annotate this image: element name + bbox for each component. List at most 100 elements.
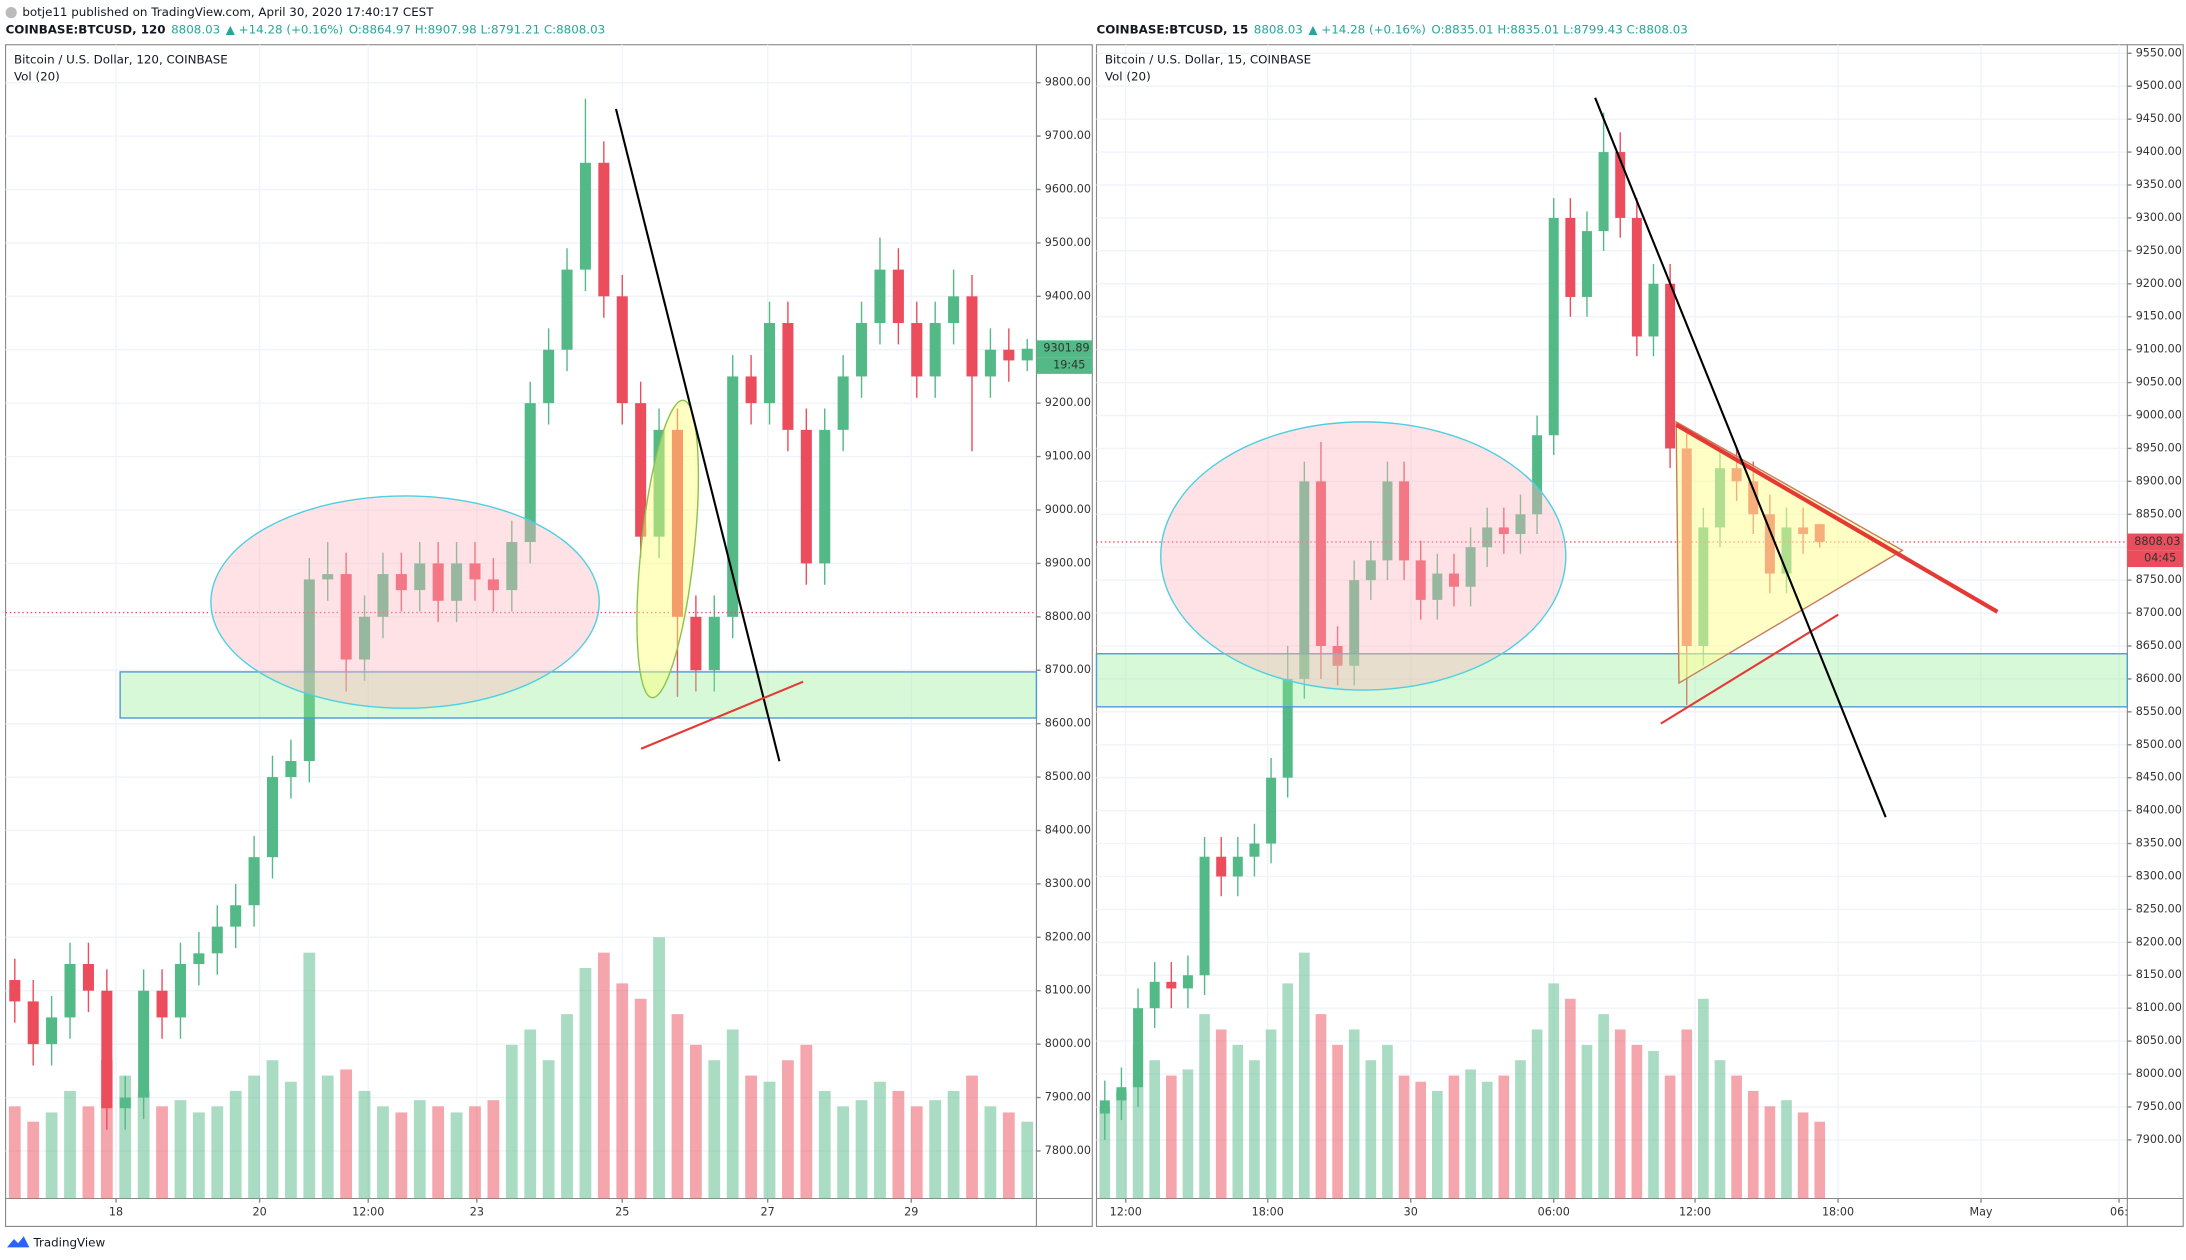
candle-body <box>248 857 260 906</box>
volume-bar <box>671 1014 684 1199</box>
volume-bar <box>1398 1075 1410 1199</box>
y-tick-label: 9000.00 <box>1045 503 1091 516</box>
volume-bar <box>1348 1029 1360 1199</box>
volume-bar <box>1265 1029 1277 1199</box>
y-tick-label: 8400.00 <box>2136 804 2182 817</box>
price-tag <box>2127 533 2184 551</box>
y-tick-label: 8100.00 <box>2136 1001 2182 1014</box>
candle-body <box>1182 975 1193 989</box>
symbol-header: COINBASE:BTCUSD, 15 8808.03 ▲ +14.28 (+0.1… <box>1096 22 1687 36</box>
y-tick-label: 9450.00 <box>2136 112 2182 125</box>
y-tick-label: 9000.00 <box>2136 408 2182 421</box>
y-tick-label: 8500.00 <box>1045 770 1091 783</box>
volume-bar <box>1481 1081 1493 1199</box>
candle-body <box>266 777 279 858</box>
volume-bar <box>1515 1060 1526 1199</box>
volume-bar <box>966 1075 978 1199</box>
price-tag-label: 8808.03 <box>2134 535 2180 548</box>
volume-bar <box>266 1060 279 1199</box>
volume-bar <box>1165 1075 1177 1199</box>
volume-bar <box>1598 1014 1609 1199</box>
avatar <box>5 7 17 19</box>
candle-body <box>635 403 647 537</box>
volume-bar <box>1432 1090 1443 1199</box>
volume-bar <box>653 937 665 1199</box>
y-tick-label: 8350.00 <box>2136 837 2182 850</box>
volume-bar <box>616 983 629 1199</box>
y-tick-label: 8400.00 <box>1045 823 1091 836</box>
y-tick-label: 8000.00 <box>2136 1067 2182 1080</box>
y-tick-label: 9050.00 <box>2136 376 2182 389</box>
candle-body <box>1432 573 1443 600</box>
x-tick-label: 29 <box>904 1205 918 1218</box>
volume-bar <box>1731 1075 1742 1199</box>
volume-bar <box>874 1081 886 1199</box>
candle-body <box>616 296 628 404</box>
volume-bar <box>1182 1069 1194 1199</box>
candle-body <box>230 905 242 927</box>
volume-bar <box>561 1014 573 1199</box>
candle-body <box>193 953 205 965</box>
header-item: ▲ +14.28 (+0.16%) <box>226 22 343 36</box>
volume-bar <box>1531 1029 1543 1199</box>
candle-body <box>819 429 831 564</box>
volume-bar <box>800 1044 813 1199</box>
volume-bar <box>855 1100 868 1199</box>
volume-bar <box>1764 1106 1776 1199</box>
symbol-header: COINBASE:BTCUSD, 120 8808.03 ▲ +14.28 (+0.… <box>6 22 606 36</box>
trend-line <box>1660 613 1839 725</box>
volume-bar <box>1099 1106 1111 1199</box>
trend-line <box>614 108 781 762</box>
volume-bar <box>634 998 647 1199</box>
candle-body <box>745 376 757 404</box>
volume-bar <box>8 1106 21 1199</box>
volume-bar <box>413 1100 426 1199</box>
candle-body <box>800 429 812 564</box>
candle-body <box>1332 645 1343 666</box>
candle-body <box>1382 481 1393 561</box>
candle-body <box>653 429 665 537</box>
candle-body <box>1199 856 1210 976</box>
candle-body <box>948 296 960 324</box>
trend-line <box>1675 422 1999 614</box>
chart-panel: 7900.00 7950.00 8000.00 8050.00 8100.00 8150.… <box>1095 22 2184 1227</box>
y-tick-label: 8800.00 <box>1045 610 1091 623</box>
chart-title: Bitcoin / U.S. Dollar, 15, COINBASE <box>1105 53 1311 67</box>
volume-bar <box>1698 998 1709 1199</box>
volume-bar <box>524 1029 537 1199</box>
y-tick-label: 9350.00 <box>2136 178 2182 191</box>
candle-body <box>27 1001 39 1045</box>
candle-body <box>708 616 720 671</box>
candle-body <box>156 990 168 1018</box>
volume-bar <box>174 1100 187 1199</box>
candle-body <box>359 616 371 660</box>
volume-bar <box>1648 1050 1659 1199</box>
x-tick-label: 27 <box>761 1205 775 1218</box>
volume-bar <box>487 1100 500 1199</box>
volume-bar <box>1548 983 1560 1199</box>
candle-body <box>1565 217 1576 297</box>
candle-body <box>1249 843 1260 857</box>
candle-body <box>1482 527 1493 548</box>
drawings <box>119 97 2129 818</box>
header-item: 8808.03 <box>171 22 220 36</box>
candle-body <box>432 563 444 601</box>
y-tick-label: 9100.00 <box>2136 343 2182 356</box>
header-item: O:8864.97 H:8907.98 L:8791.21 C:8808.03 <box>349 22 605 36</box>
y-tick-label: 9550.00 <box>2136 46 2182 59</box>
candle-body <box>929 323 941 377</box>
volume-bar <box>984 1106 997 1199</box>
volume-bar <box>1132 1044 1144 1199</box>
volume-bar <box>303 952 316 1199</box>
y-tick-label: 8700.00 <box>1045 663 1091 676</box>
candle-body <box>1399 481 1410 561</box>
candle-body <box>1216 856 1227 877</box>
candle-body <box>1232 856 1243 877</box>
range-ellipse <box>210 495 600 709</box>
volume-bar <box>1199 1014 1210 1199</box>
candle-body <box>763 323 776 404</box>
volume-bar <box>597 952 610 1199</box>
volume-bar <box>1797 1112 1809 1199</box>
chart-title: Bitcoin / U.S. Dollar, 120, COINBASE <box>14 53 228 67</box>
candle-body <box>892 269 904 324</box>
